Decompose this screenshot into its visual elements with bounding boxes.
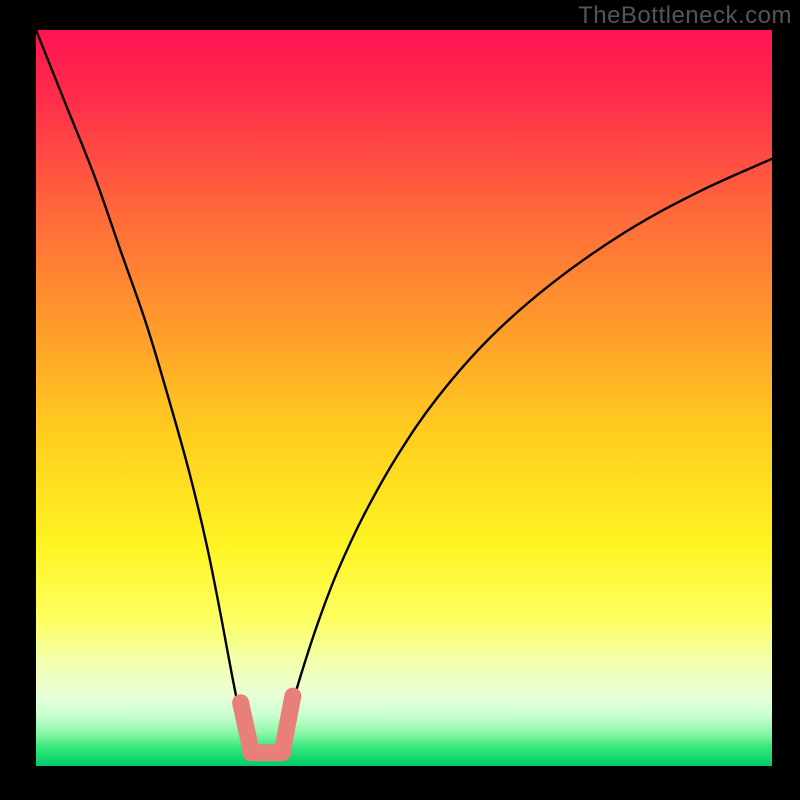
bottleneck-curve-chart <box>0 0 800 800</box>
plot-background <box>36 30 772 766</box>
valley-marker-left-tick <box>241 703 251 750</box>
watermark-text: TheBottleneck.com <box>578 2 792 30</box>
chart-stage: TheBottleneck.com <box>0 0 800 800</box>
valley-marker-right-tick <box>283 696 293 750</box>
